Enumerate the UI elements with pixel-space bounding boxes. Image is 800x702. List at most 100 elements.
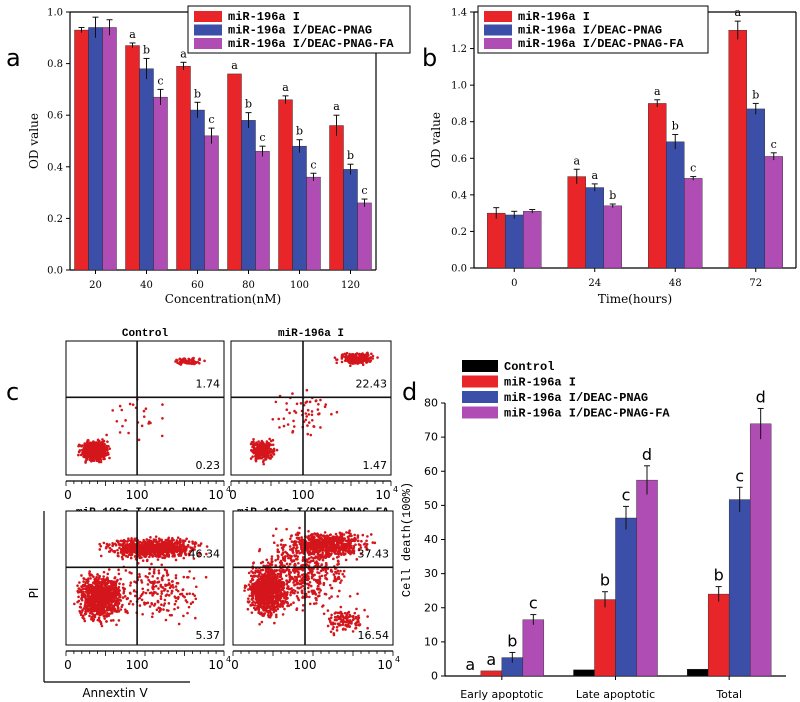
event-dot: [162, 589, 166, 592]
event-dot: [366, 351, 369, 355]
event-dot: [155, 555, 159, 558]
event-dot: [160, 576, 164, 580]
event-dot: [78, 605, 82, 609]
event-dot: [102, 578, 106, 582]
event-dot: [273, 574, 276, 578]
event-dot: [323, 531, 327, 534]
event-dot: [349, 539, 353, 543]
event-dot: [174, 574, 178, 577]
event-dot: [84, 461, 87, 464]
event-dot: [98, 592, 102, 595]
event-dot: [146, 588, 150, 592]
event-dot: [275, 615, 278, 619]
bar-100-2: [306, 176, 321, 271]
event-dot: [273, 582, 277, 586]
event-dot: [257, 598, 260, 602]
event-dot: [347, 539, 350, 542]
bar-120-2: [357, 202, 372, 271]
event-dot: [91, 612, 95, 616]
bar-72-0: [728, 30, 747, 269]
event-dot: [284, 543, 287, 547]
event-dot: [92, 459, 96, 463]
event-dot: [78, 609, 82, 613]
event-dot: [174, 576, 178, 580]
event-dot: [191, 600, 195, 604]
event-dot: [124, 610, 127, 614]
bar-48-2: [684, 178, 703, 269]
event-dot: [259, 442, 262, 445]
event-dot: [132, 589, 136, 593]
event-dot: [138, 596, 142, 600]
legend-swatch: [194, 11, 222, 22]
event-dot: [150, 602, 154, 606]
event-dot: [182, 614, 185, 618]
event-dot: [281, 605, 284, 608]
event-dot: [99, 584, 103, 588]
event-dot: [107, 568, 111, 571]
significance-letter: c: [361, 184, 367, 197]
event-dot: [96, 585, 99, 589]
event-dot: [142, 553, 146, 556]
y-axis-label: OD value: [429, 112, 443, 168]
event-dot: [86, 591, 90, 594]
event-dot: [269, 584, 273, 588]
event-dot: [181, 588, 185, 592]
significance-letter: c: [157, 74, 163, 87]
event-dot: [283, 597, 287, 600]
flow-tick-label: 0: [229, 488, 237, 502]
event-dot: [82, 607, 86, 610]
event-dot: [187, 605, 191, 609]
event-dot: [121, 553, 125, 556]
event-dot: [133, 580, 136, 584]
event-dot: [361, 355, 365, 359]
event-dot: [354, 543, 357, 546]
event-dot: [269, 447, 272, 451]
event-dot: [324, 403, 328, 406]
event-dot: [189, 546, 192, 549]
event-dot: [99, 600, 103, 604]
event-dot: [264, 574, 268, 577]
event-dot: [80, 591, 83, 594]
significance-letter: b: [143, 43, 150, 56]
event-dot: [189, 602, 193, 606]
bar-48-0: [648, 103, 667, 269]
event-dot: [254, 608, 257, 612]
event-dot: [160, 542, 164, 546]
event-dot: [341, 542, 344, 546]
event-dot: [342, 533, 346, 536]
event-dot: [193, 542, 197, 546]
event-dot: [295, 543, 298, 547]
event-dot: [311, 418, 314, 422]
event-dot: [327, 536, 331, 540]
event-dot: [178, 362, 182, 366]
significance-letter: a: [129, 28, 136, 41]
event-dot: [184, 545, 188, 549]
event-dot: [94, 446, 97, 449]
event-dot: [83, 443, 86, 447]
event-dot: [128, 402, 132, 406]
event-dot: [250, 441, 254, 444]
event-dot: [148, 549, 152, 553]
event-dot: [104, 584, 107, 588]
event-dot: [77, 443, 81, 447]
event-dot: [295, 546, 299, 549]
event-dot: [250, 597, 254, 601]
event-dot: [86, 584, 90, 587]
event-dot: [110, 603, 113, 606]
event-dot: [124, 545, 127, 548]
event-dot: [360, 539, 363, 543]
event-dot: [151, 541, 155, 545]
event-dot: [128, 591, 132, 595]
event-dot: [278, 426, 281, 429]
event-dot: [193, 545, 197, 548]
event-dot: [203, 359, 206, 363]
event-dot: [160, 434, 164, 438]
x-tick-label: 60: [191, 280, 204, 291]
event-dot: [274, 400, 278, 404]
event-dot: [325, 534, 329, 537]
event-dot: [118, 546, 121, 550]
x-tick-label: 24: [588, 278, 601, 289]
event-dot: [263, 443, 267, 446]
